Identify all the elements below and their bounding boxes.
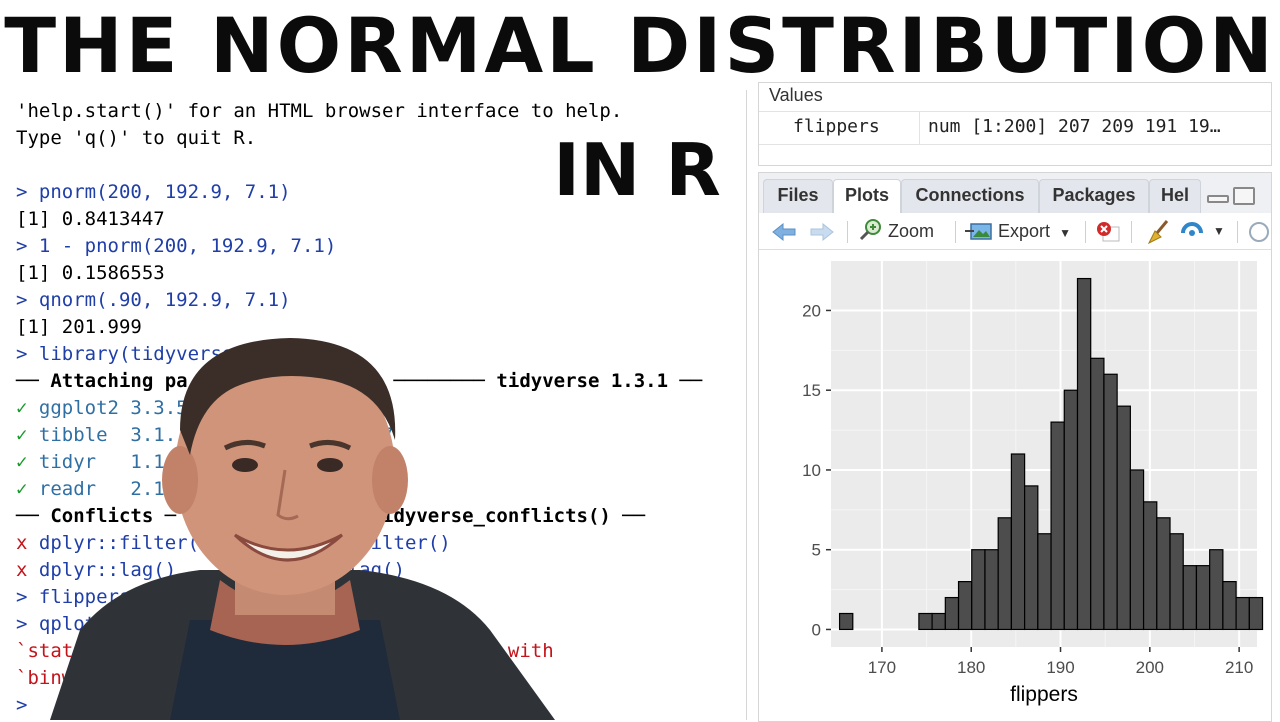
chevron-down-icon: ▼: [1059, 226, 1071, 240]
histogram-bar: [1090, 357, 1105, 631]
histogram-bar: [1010, 453, 1026, 631]
histogram-bar: [1024, 485, 1039, 631]
toolbar-divider: [1131, 221, 1132, 243]
histogram-bar: [944, 596, 960, 631]
histogram-bar: [1050, 421, 1065, 631]
histogram-bar: [1116, 405, 1131, 631]
forward-arrow-icon[interactable]: [809, 223, 835, 251]
console-line: > qnorm(.90, 192.9, 7.1): [16, 289, 291, 311]
video-title-text: THE NORMAL DISTRIBUTION: [4, 1, 1276, 90]
toolbar-divider: [847, 221, 848, 243]
y-tick-label: 10: [802, 461, 821, 480]
environment-pane: Values flippers num [1:200] 207 209 191 …: [758, 82, 1272, 166]
export-icon: [965, 223, 992, 240]
x-axis-title: flippers: [1010, 683, 1078, 706]
console-line: > library(tidyverse: [16, 343, 234, 365]
y-tick-label: 20: [802, 301, 821, 320]
y-tick-label: 0: [812, 620, 821, 639]
toolbar-divider: [955, 221, 956, 243]
histogram-bar: [1142, 501, 1158, 631]
x-tick-label: 180: [957, 658, 985, 677]
histogram-bar: [1169, 533, 1184, 631]
toolbar-divider: [1085, 221, 1086, 243]
check-icon: ✓: [16, 478, 39, 500]
export-button[interactable]: Export ▼: [965, 217, 1071, 245]
zoom-button[interactable]: Zoom: [859, 217, 934, 245]
tab-packages[interactable]: Packages: [1039, 179, 1149, 213]
video-subtitle: IN R: [553, 128, 721, 212]
broom-icon[interactable]: [1145, 219, 1171, 247]
histogram-bar: [971, 549, 986, 631]
histogram-bar: [918, 612, 933, 631]
tab-files[interactable]: Files: [763, 179, 833, 213]
tab-help[interactable]: Hel: [1149, 179, 1201, 213]
console-line: [1] 0.8413447: [16, 208, 165, 230]
toolbar-divider: [1237, 221, 1238, 243]
histogram-bar: [1222, 581, 1237, 631]
histogram-bar: [1195, 565, 1211, 631]
env-var-value: num [1:200] 207 209 191 19…: [928, 116, 1221, 137]
console-line: [1] 201.999: [16, 316, 142, 338]
histogram-bar: [1129, 469, 1145, 631]
console-line: >: [16, 694, 28, 716]
console-line: > pnorm(200, 192.9, 7.1): [16, 181, 291, 203]
zoom-label: Zoom: [888, 221, 935, 241]
console-line: ── Attaching pa ──────── tidyverse 1.3.1…: [16, 370, 703, 392]
histogram-bar: [1063, 389, 1079, 631]
env-var-value-cell: num [1:200] 207 209 191 19…: [919, 112, 1271, 144]
histogram-bar: [1103, 373, 1118, 631]
y-tick-label: 5: [812, 541, 821, 560]
env-row[interactable]: flippers num [1:200] 207 209 191 19…: [759, 111, 1271, 145]
console-line: Type 'q()' to quit R.: [16, 127, 257, 149]
histogram-bar: [1156, 517, 1171, 631]
y-tick-label: 15: [802, 381, 821, 400]
histogram-bar: [838, 612, 854, 631]
histogram-bars: [838, 277, 1264, 631]
check-icon: ✓: [16, 397, 39, 419]
maximize-icon[interactable]: [1233, 187, 1255, 205]
x-tick-label: 200: [1136, 658, 1164, 677]
histogram-bar: [1209, 549, 1224, 631]
tab-connections[interactable]: Connections: [901, 179, 1039, 213]
histogram-bar: [1182, 565, 1198, 631]
console-line: [1] 0.1586553: [16, 262, 165, 284]
sync-icon[interactable]: [1247, 221, 1271, 249]
tab-plots[interactable]: Plots: [833, 179, 901, 214]
minimize-icon[interactable]: [1207, 195, 1229, 203]
values-header: Values: [769, 85, 823, 105]
histogram-bar: [1248, 596, 1264, 631]
chevron-down-icon[interactable]: ▼: [1213, 224, 1225, 238]
axes: 0 5 10 15 20 170 180 190 200 210: [802, 301, 1253, 677]
histogram-bar: [957, 581, 973, 631]
console-line: 'help.start()' for an HTML browser inter…: [16, 100, 623, 122]
histogram-plot: 0 5 10 15 20 170 180 190 200 210 flippers: [802, 261, 1264, 706]
zoom-icon: [859, 219, 881, 241]
export-label: Export: [998, 221, 1051, 241]
conflict-x-icon: x: [16, 559, 39, 581]
histogram-bar: [1235, 596, 1250, 631]
histogram-bar: [997, 517, 1013, 631]
refresh-icon[interactable]: [1179, 221, 1209, 249]
x-tick-label: 170: [868, 658, 896, 677]
plots-toolbar: Zoom Export ▼ ▼: [759, 213, 1271, 250]
conflict-x-icon: x: [16, 532, 39, 554]
pane-tabbar: Files Plots Connections Packages Hel: [759, 173, 1271, 214]
console-line: > 1 - pnorm(200, 192.9, 7.1): [16, 235, 337, 257]
plots-pane: Files Plots Connections Packages Hel Zoo…: [758, 172, 1272, 722]
env-var-name: flippers: [793, 116, 880, 137]
histogram-bar: [984, 549, 999, 631]
histogram-bar: [1037, 533, 1052, 631]
x-tick-label: 190: [1046, 658, 1074, 677]
x-tick-label: 210: [1225, 658, 1253, 677]
back-arrow-icon[interactable]: [771, 223, 797, 251]
presenter-photo: [50, 338, 555, 720]
check-icon: ✓: [16, 451, 39, 473]
histogram-bar: [1076, 277, 1092, 631]
histogram-bar: [931, 612, 946, 631]
clear-plot-icon[interactable]: [1095, 221, 1121, 249]
video-title: THE NORMAL DISTRIBUTION: [0, 0, 1280, 92]
check-icon: ✓: [16, 424, 39, 446]
